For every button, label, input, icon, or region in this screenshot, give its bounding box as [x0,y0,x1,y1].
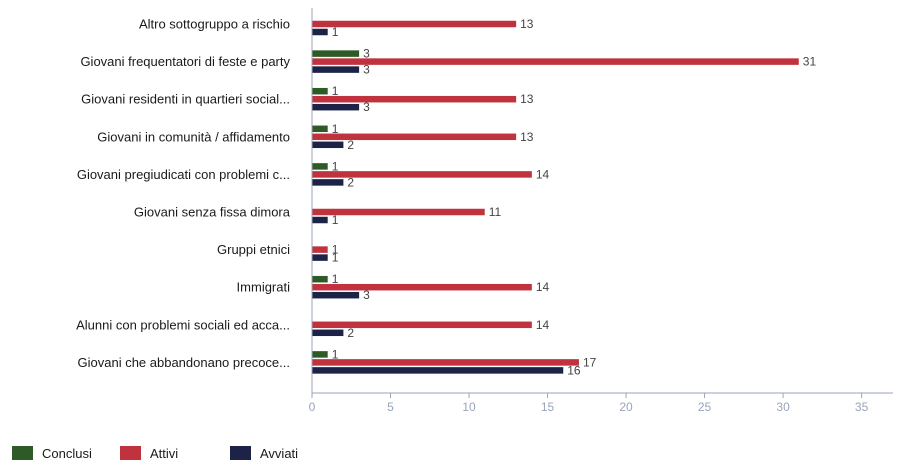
bar-conclusi [312,125,328,133]
x-tick-label: 25 [698,400,712,414]
bar-attivi [312,171,532,178]
bar-attivi [312,283,532,291]
category-label: Giovani frequentatori di feste e party [80,54,290,69]
data-label: 11 [489,205,502,219]
bar-attivi [312,208,485,216]
category-label: Giovani che abbandonano precoce... [78,355,291,370]
bar-attivi [312,20,517,28]
bar-avviati [312,291,360,299]
x-tick-label: 30 [776,400,790,414]
x-tick-label: 5 [387,400,394,414]
legend-swatch [12,446,33,460]
bar-attivi [312,95,517,103]
bar-attivi [312,359,579,366]
category-label: Giovani residenti in quartieri social... [81,92,290,107]
data-label: 14 [536,280,550,294]
bar-attivi [312,58,799,65]
bar-conclusi [312,87,328,95]
bars-layer [312,20,799,374]
x-tick-label: 15 [541,400,555,414]
category-label: Giovani in comunità / affidamento [97,129,290,144]
category-label: Gruppi etnici [217,242,290,257]
data-label: 14 [536,167,550,181]
data-label: 1 [332,213,339,227]
bar-attivi [312,133,517,141]
bar-avviati [312,103,360,111]
category-label: Altro sottogruppo a rischio [139,17,290,32]
data-label: 14 [536,318,550,332]
bar-avviati [312,254,328,261]
legend: Conclusi Attivi Avviati [12,446,298,461]
bar-avviati [312,216,328,224]
data-label: 13 [520,17,534,31]
category-label: Alunni con problemi sociali ed acca... [76,317,290,332]
bar-attivi [312,246,328,253]
data-label: 1 [332,25,339,39]
bar-avviati [312,141,344,149]
data-label: 2 [347,326,354,340]
data-label: 1 [332,347,339,361]
data-label: 16 [567,363,581,377]
data-label: 1 [332,84,339,98]
data-label: 3 [363,100,370,114]
data-label: 31 [803,55,817,69]
data-label: 1 [332,272,339,286]
data-label: 1 [332,159,339,173]
x-tick-label: 10 [462,400,476,414]
category-label: Immigrati [237,280,291,295]
x-axis: 0 5 10 15 20 25 30 35 [309,8,893,414]
bar-conclusi [312,275,328,283]
category-label: Giovani senza fissa dimora [134,205,291,220]
category-labels: Altro sottogruppo a rischio Giovani frequ… [76,17,291,370]
data-label: 13 [520,130,534,144]
bar-attivi [312,321,532,329]
bar-conclusi [312,50,360,57]
bar-avviati [312,329,344,337]
data-label: 3 [363,63,370,77]
data-label: 2 [347,138,354,152]
legend-label: Attivi [150,446,178,461]
bar-avviati [312,179,344,186]
data-label: 13 [520,92,534,106]
x-tick-label: 0 [309,400,316,414]
bar-avviati [312,66,360,73]
data-label: 1 [332,251,339,265]
x-tick-label: 20 [619,400,633,414]
bar-avviati [312,367,564,374]
legend-label: Conclusi [42,446,92,461]
x-tick-label: 35 [855,400,869,414]
legend-swatch [230,446,251,460]
legend-swatch [120,446,141,460]
data-label: 17 [583,355,597,369]
data-label: 1 [332,243,339,257]
category-label: Giovani pregiudicati con problemi c... [77,167,290,182]
bar-conclusi [312,163,328,170]
legend-label: Avviati [260,446,298,461]
data-label: 3 [363,288,370,302]
data-label: 1 [332,122,339,136]
bar-avviati [312,28,328,36]
data-label: 2 [347,175,354,189]
data-label: 3 [363,47,370,61]
bar-conclusi [312,351,328,358]
